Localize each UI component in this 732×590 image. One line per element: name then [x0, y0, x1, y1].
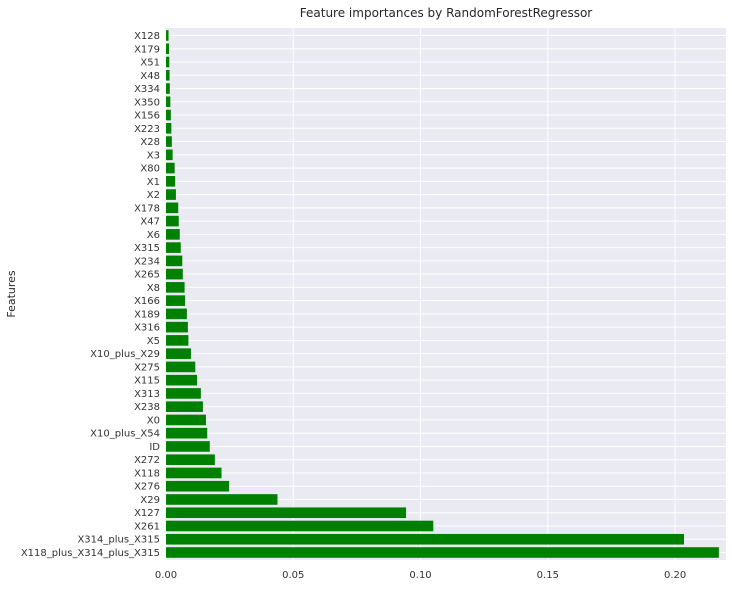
bar [166, 215, 179, 227]
bar [166, 308, 187, 320]
bar [166, 30, 169, 41]
bar [166, 321, 188, 333]
y-tick-label: X156 [134, 111, 160, 122]
y-tick-label: X166 [134, 296, 160, 307]
y-tick-label: X316 [134, 323, 160, 334]
bar [166, 136, 172, 147]
y-tick-label: X128 [134, 31, 160, 42]
y-tick-label: X118 [134, 468, 160, 479]
x-tick-label: 0.15 [537, 570, 559, 581]
bar [166, 202, 179, 214]
y-tick-label: X6 [147, 230, 160, 241]
bar [166, 268, 183, 280]
bar [166, 229, 180, 240]
bar [166, 189, 176, 200]
y-tick-label: X234 [134, 256, 160, 267]
bar [166, 388, 201, 399]
x-tick-labels: 0.00 0.05 0.10 0.15 0.20 [155, 570, 686, 581]
bar [166, 348, 191, 359]
plot-area [166, 28, 726, 560]
y-tick-label: X29 [140, 495, 160, 506]
bar [166, 335, 189, 346]
y-tick-label: X127 [134, 508, 160, 519]
y-tick-label: X179 [134, 44, 160, 55]
y-tick-label: X261 [134, 521, 160, 532]
grid-lines [165, 28, 726, 560]
bar [166, 176, 176, 187]
y-tick-label: X10_plus_X54 [90, 429, 160, 440]
y-tick-labels: X128 X179 X51 X48 X334 X350 X156 X223 X28 X3 X80 X1… [21, 31, 160, 559]
y-tick-label: X47 [140, 217, 160, 228]
bar [166, 69, 170, 81]
bar [166, 547, 719, 558]
bar [166, 242, 181, 253]
y-tick-label: X314_plus_X315 [77, 535, 160, 546]
x-tick-label: 0.00 [155, 570, 177, 581]
y-tick-label: X118_plus_X314_plus_X315 [21, 548, 160, 559]
bar [166, 480, 230, 492]
y-tick-label: X2 [147, 190, 160, 201]
y-tick-label: X3 [147, 150, 160, 161]
y-tick-label: X51 [140, 58, 160, 69]
x-tick-label: 0.10 [409, 570, 431, 581]
y-tick-label: X115 [134, 376, 160, 387]
y-tick-label: X238 [134, 402, 160, 413]
bar [166, 56, 170, 68]
chart-title: Feature importances by RandomForestRegre… [300, 6, 593, 20]
x-tick-label: 0.05 [282, 570, 304, 581]
y-tick-label: X1 [147, 177, 160, 188]
y-tick-label: X189 [134, 309, 160, 320]
bar [166, 96, 171, 108]
y-tick-label: X276 [134, 482, 160, 493]
bar [166, 427, 208, 439]
bar [166, 83, 170, 94]
y-tick-label: X28 [140, 137, 160, 148]
bar [166, 454, 215, 466]
y-tick-label: X8 [147, 283, 160, 294]
y-tick-label: X178 [134, 203, 160, 214]
bar [166, 361, 196, 373]
y-axis-label: Features [5, 270, 18, 318]
y-tick-label: X272 [134, 455, 160, 466]
bars [166, 30, 719, 558]
bar [166, 401, 203, 412]
bar [166, 282, 185, 293]
y-tick-label: X265 [134, 270, 160, 281]
bar [166, 494, 278, 505]
bar [166, 43, 170, 55]
y-tick-label: X315 [134, 243, 160, 254]
bar [166, 122, 172, 134]
y-tick-label: X313 [134, 389, 160, 400]
y-tick-label: X80 [140, 164, 160, 175]
bar [166, 441, 210, 452]
y-tick-label: X275 [134, 362, 160, 373]
x-tick-label: 0.20 [664, 570, 686, 581]
bar [166, 374, 198, 386]
y-tick-label: X223 [134, 124, 160, 135]
y-tick-label: X0 [147, 415, 160, 426]
y-tick-label: X350 [134, 97, 160, 108]
bar [166, 295, 186, 306]
bar [166, 520, 434, 532]
y-tick-label: X5 [147, 336, 160, 347]
bar [166, 255, 183, 267]
bar [166, 109, 171, 121]
bar [166, 533, 684, 545]
bar [166, 414, 206, 426]
y-tick-label: X48 [140, 71, 160, 82]
bar [166, 149, 173, 161]
bar [166, 162, 175, 174]
y-tick-label: ID [149, 442, 160, 453]
bar [166, 507, 407, 519]
y-tick-label: X334 [134, 84, 160, 95]
y-tick-label: X10_plus_X29 [90, 349, 160, 360]
bar [166, 467, 222, 479]
